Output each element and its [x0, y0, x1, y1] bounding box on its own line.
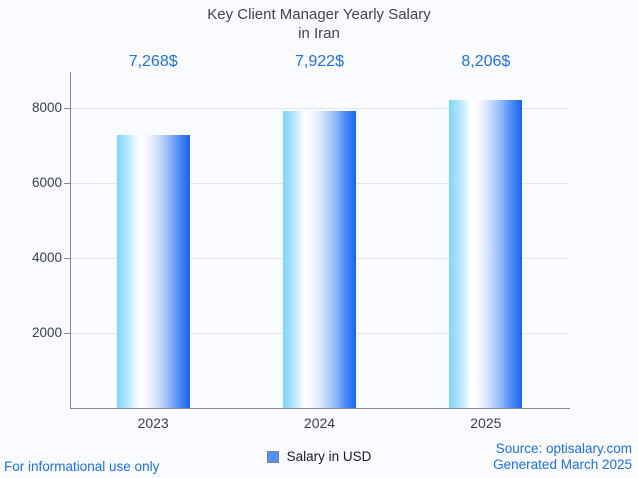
gridline: [71, 108, 569, 109]
y-tick-label: 6000: [31, 175, 62, 190]
bar: [116, 135, 190, 408]
source-attribution: Source: optisalary.com Generated March 2…: [493, 441, 632, 473]
x-tick-label: 2024: [303, 415, 336, 431]
legend: Salary in USD: [0, 449, 638, 464]
legend-label: Salary in USD: [286, 449, 372, 464]
x-tick-label: 2023: [137, 415, 169, 431]
y-tick-mark: [64, 108, 70, 109]
chart-title-line1: Key Client Manager Yearly Salary: [207, 6, 431, 23]
y-axis-line: [70, 72, 71, 409]
y-tick-label: 8000: [31, 100, 62, 115]
bar: [449, 100, 523, 408]
x-tick-label: 2025: [470, 415, 502, 431]
source-line: Source: optisalary.com: [495, 441, 632, 456]
y-tick-mark: [64, 333, 70, 334]
bar-value-label: 7,268$: [128, 53, 178, 70]
bar-value-label: 7,922$: [295, 53, 344, 70]
bar: [283, 110, 356, 408]
y-tick-label: 4000: [31, 250, 62, 265]
legend-marker-square: [266, 450, 279, 463]
generated-line: Generated March 2025: [493, 457, 632, 472]
x-axis-line: [70, 407, 570, 410]
chart-title: Key Client Manager Yearly Salary in Iran: [0, 5, 638, 43]
y-tick-mark: [64, 258, 70, 259]
disclaimer-text: For informational use only: [4, 459, 160, 474]
y-tick-label: 2000: [31, 325, 62, 340]
bar-value-label: 8,206$: [461, 53, 511, 70]
chart-title-line2: in Iran: [298, 25, 340, 42]
y-tick-mark: [64, 183, 70, 184]
